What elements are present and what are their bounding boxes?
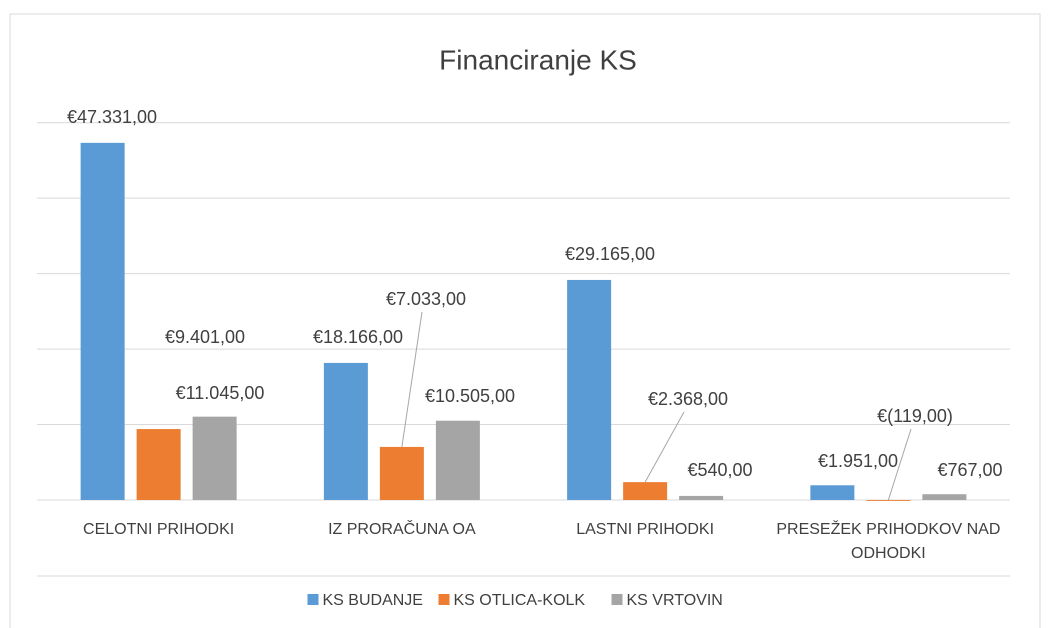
x-tick-label: CELOTNI PRIHODKI (83, 521, 235, 538)
legend-swatch (307, 594, 319, 605)
data-label: €47.331,00 (67, 107, 157, 127)
data-label: €767,00 (937, 460, 1002, 480)
bar (192, 416, 237, 500)
data-label: €29.165,00 (565, 244, 655, 264)
data-label: €2.368,00 (648, 389, 728, 409)
bar (810, 485, 855, 500)
data-label: €10.505,00 (425, 386, 515, 406)
leader-line (887, 428, 912, 501)
bar (379, 446, 424, 500)
data-label: €540,00 (687, 460, 752, 480)
chart-title: Financiranje KS (439, 44, 637, 75)
legend-label: KS OTLICA-KOLK (454, 592, 586, 609)
bar (567, 279, 612, 500)
bar (623, 482, 668, 500)
bar (435, 420, 480, 500)
data-label: €9.401,00 (165, 327, 245, 347)
x-tick-label: PRESEŽEK PRIHODKOV NAD ODHODKI (776, 521, 1001, 562)
x-tick-label-box: IZ PRORAČUNA OA (328, 521, 476, 538)
leader-line (644, 411, 685, 483)
x-tick-label: IZ PRORAČUNA OA (328, 521, 476, 538)
legend-swatch (438, 594, 450, 605)
bar (323, 362, 368, 500)
legend-swatch (611, 594, 623, 605)
x-tick-label-box: LASTNI PRIHODKI (576, 521, 715, 538)
data-label: €1.951,00 (818, 451, 898, 471)
bar (922, 494, 967, 500)
data-label: €18.166,00 (313, 327, 403, 347)
bar (136, 429, 181, 500)
data-label: €11.045,00 (176, 383, 265, 403)
bar (866, 500, 911, 501)
bar (679, 495, 724, 500)
chart-frame (9, 13, 1041, 628)
x-tick-label: LASTNI PRIHODKI (576, 521, 715, 538)
legend-label: KS BUDANJE (323, 592, 423, 609)
bar (80, 142, 125, 500)
leader-line (401, 311, 423, 448)
data-label: €7.033,00 (386, 289, 466, 309)
x-tick-label-box: PRESEŽEK PRIHODKOV NAD ODHODKI (776, 521, 1001, 562)
data-label: €(119,00) (877, 406, 953, 426)
legend-label: KS VRTOVIN (627, 592, 723, 609)
x-tick-label-box: CELOTNI PRIHODKI (83, 521, 235, 538)
